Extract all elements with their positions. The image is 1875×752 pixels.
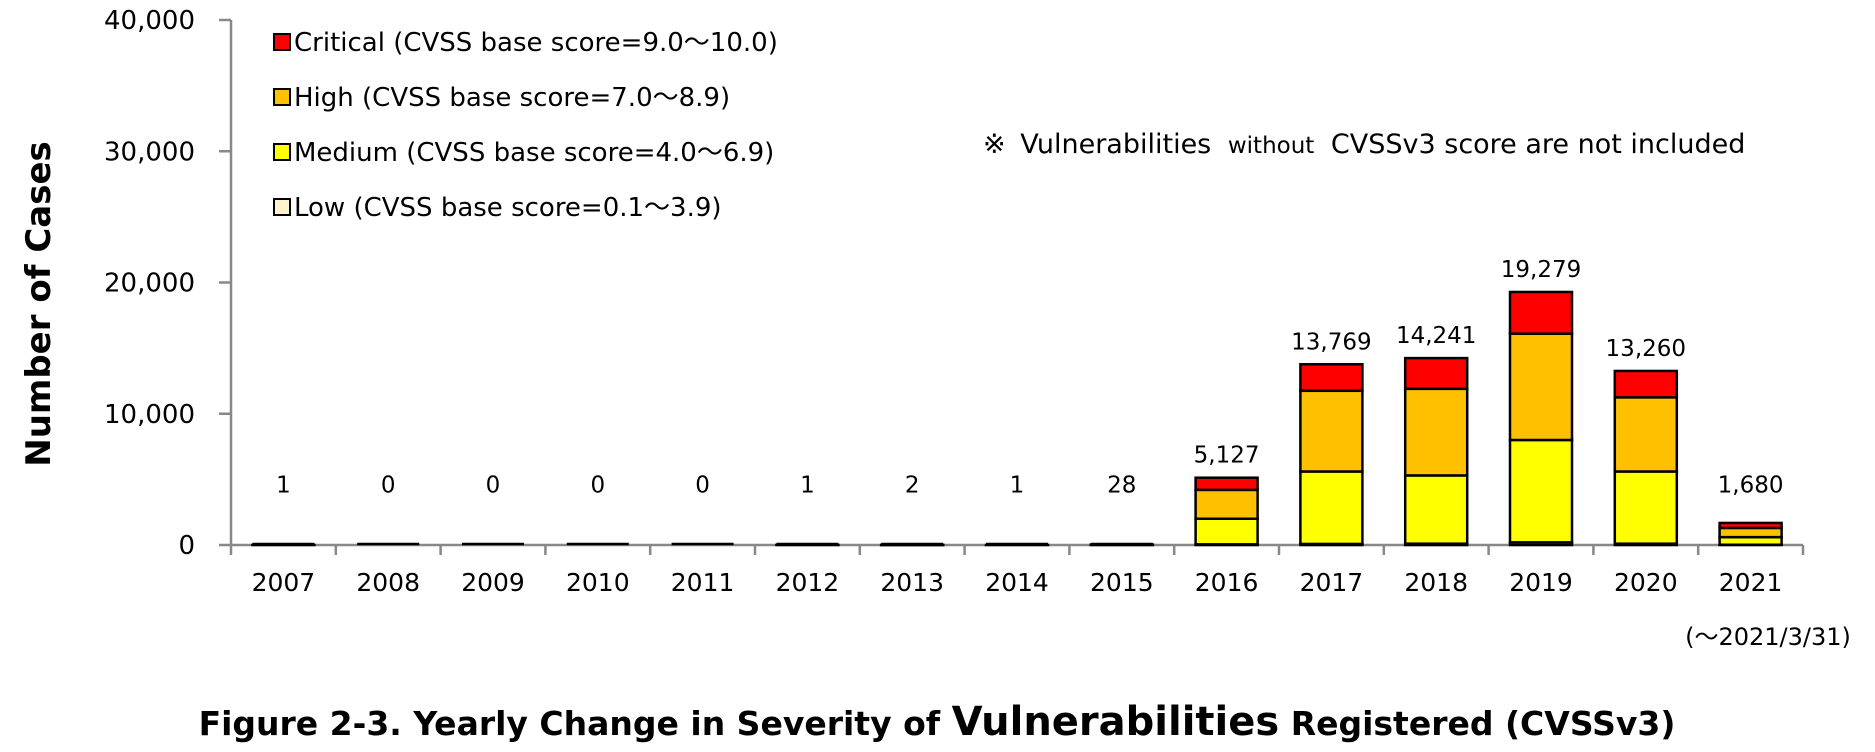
category-label: 2020 [1614, 568, 1678, 597]
bar-segment [1403, 356, 1469, 391]
total-label: 0 [590, 473, 605, 499]
category-label: 2019 [1509, 568, 1573, 597]
legend: Critical (CVSS base score=9.0～10.0) High … [273, 28, 778, 223]
bar-segment [1299, 389, 1364, 473]
bar-segment [1194, 517, 1259, 546]
y-tick-label: 10,000 [104, 400, 195, 430]
figure-caption: Figure 2-3. Yearly Change in Severity of… [199, 699, 1676, 745]
category-label: 2009 [461, 568, 525, 597]
legend-swatch [273, 198, 291, 216]
total-label: 5,127 [1194, 443, 1260, 469]
total-label: 13,260 [1606, 336, 1686, 362]
caption-part-3: Registered (CVSSv3) [1291, 704, 1676, 743]
total-label: 1 [276, 473, 291, 499]
bar-stack-2018 [1403, 356, 1469, 547]
total-label: 28 [1107, 473, 1136, 499]
bar-stack-2019 [1508, 290, 1574, 547]
bar-segment [1613, 396, 1679, 473]
bar-segment [1508, 290, 1574, 335]
bars [251, 290, 1783, 547]
bar-segment [1194, 476, 1259, 492]
total-label: 1 [800, 473, 815, 499]
legend-swatch [273, 88, 291, 106]
bar-segment [1194, 488, 1259, 520]
y-tick-label: 0 [178, 531, 195, 561]
category-label: 2008 [356, 568, 420, 597]
category-label: 2017 [1300, 568, 1364, 597]
category-label: 2013 [880, 568, 944, 597]
category-label: 2016 [1195, 568, 1259, 597]
annotation-text-a: Vulnerabilities [1020, 129, 1211, 160]
annotation-text-b: without [1228, 133, 1314, 159]
category-label: 2011 [671, 568, 735, 597]
total-label: 0 [695, 473, 710, 499]
y-tick-label: 20,000 [104, 269, 195, 299]
legend-swatch [273, 33, 291, 51]
category-labels: 2007 2008 2009 2010 2011 2012 2013 2014 2015 2016… [252, 568, 1783, 597]
bar-stack-2016 [1194, 476, 1259, 547]
y-axis-ticks: 0 10,000 20,000 30,000 40,000 [104, 6, 231, 561]
legend-entry: Low (CVSS base score=0.1～3.9) [294, 193, 722, 223]
bar-stack-2007 [251, 542, 316, 547]
caption-part-2: Vulnerabilities [952, 699, 1280, 745]
bar-stack-2014 [984, 542, 1050, 547]
legend-swatch [273, 143, 291, 161]
total-label: 19,279 [1501, 257, 1581, 283]
legend-entry: Medium (CVSS base score=4.0～6.9) [294, 138, 774, 168]
bar-segment [1299, 363, 1364, 393]
bar-stack-2017 [1299, 363, 1364, 547]
bar-segment [1403, 474, 1469, 545]
bar-stack-2020 [1613, 369, 1679, 547]
total-labels: 1 0 0 0 0 1 2 1 28 5,127 13,769 14,241 19,279 13,260 1… [276, 257, 1783, 499]
category-label: 2007 [252, 568, 316, 597]
y-tick-label: 30,000 [104, 137, 195, 167]
bar-segment [1299, 470, 1364, 546]
bar-segment [1718, 526, 1783, 539]
total-label: 1,680 [1718, 473, 1784, 499]
bar-stack-2012 [775, 542, 840, 547]
bar-segment [1718, 521, 1783, 530]
bar-segment [1613, 470, 1679, 545]
legend-entry: High (CVSS base score=7.0～8.9) [294, 83, 730, 113]
legend-entry: Critical (CVSS base score=9.0～10.0) [294, 28, 778, 58]
bar-segment [1508, 438, 1574, 544]
bar-segment [1508, 332, 1574, 442]
total-label: 13,769 [1291, 329, 1371, 355]
category-label: 2012 [776, 568, 840, 597]
bar-stack-2015 [1089, 542, 1155, 547]
category-label: 2018 [1404, 568, 1468, 597]
caption-part-1: Figure 2-3. Yearly Change in Severity of [199, 704, 952, 743]
category-label: 2021 [1719, 568, 1783, 597]
bar-segment [1613, 369, 1679, 399]
annotation-symbol: ※ [983, 129, 1006, 160]
x-axis-ticks [229, 545, 1805, 555]
bar-segment [1403, 387, 1469, 477]
total-label: 1 [1010, 473, 1025, 499]
y-axis-label: Number of Cases [19, 141, 59, 467]
bar-stack-2021 [1718, 521, 1783, 547]
category-label: 2010 [566, 568, 630, 597]
category-label: 2015 [1090, 568, 1154, 597]
bar-stack-2013 [879, 542, 945, 547]
y-tick-label: 40,000 [104, 6, 195, 36]
total-label: 14,241 [1396, 323, 1476, 349]
total-label: 2 [905, 473, 920, 499]
total-label: 0 [381, 473, 396, 499]
last-category-note: (～2021/3/31) [1685, 623, 1851, 651]
annotation-note: ※ Vulnerabilities without CVSSv3 score a… [983, 129, 1745, 160]
category-label: 2014 [985, 568, 1049, 597]
annotation-text-c: CVSSv3 score are not included [1331, 129, 1745, 160]
total-label: 0 [486, 473, 501, 499]
